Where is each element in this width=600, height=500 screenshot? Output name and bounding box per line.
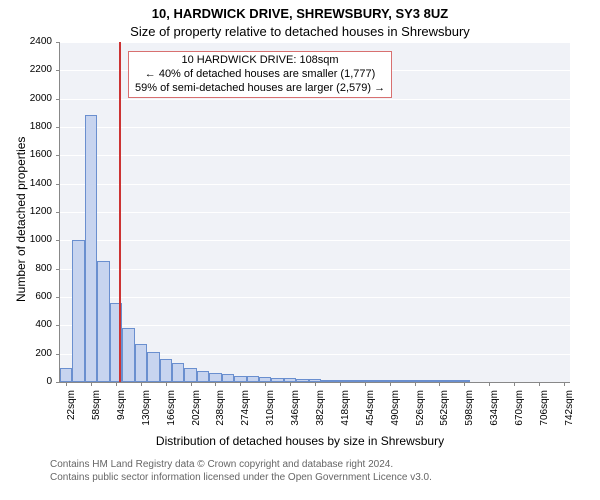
y-tick-label: 2200	[0, 64, 52, 75]
histogram-bar	[197, 371, 209, 382]
chart-subtitle: Size of property relative to detached ho…	[0, 24, 600, 39]
y-tick-label: 1800	[0, 121, 52, 132]
histogram-bar	[160, 359, 172, 382]
y-tick-label: 400	[0, 319, 52, 330]
chart-title-address: 10, HARDWICK DRIVE, SHREWSBURY, SY3 8UZ	[0, 6, 600, 21]
histogram-bar	[60, 368, 72, 382]
histogram-bar	[122, 328, 134, 382]
annotation-line-2: ← 40% of detached houses are smaller (1,…	[135, 68, 385, 82]
histogram-bar	[97, 261, 109, 382]
y-tick-label: 200	[0, 348, 52, 359]
y-tick-label: 0	[0, 376, 52, 387]
license-line-1: Contains HM Land Registry data © Crown c…	[50, 458, 432, 471]
chart-container: 10, HARDWICK DRIVE, SHREWSBURY, SY3 8UZ …	[0, 0, 600, 500]
x-axis-label: Distribution of detached houses by size …	[0, 434, 600, 448]
annotation-line-3: 59% of semi-detached houses are larger (…	[135, 82, 385, 96]
y-tick-label: 2400	[0, 36, 52, 47]
histogram-bar	[184, 368, 196, 382]
histogram-bar	[135, 344, 147, 382]
annotation-box: 10 HARDWICK DRIVE: 108sqm ← 40% of detac…	[128, 51, 392, 98]
histogram-bar	[209, 373, 221, 382]
histogram-bar	[222, 374, 234, 382]
y-tick-label: 2000	[0, 93, 52, 104]
license-text: Contains HM Land Registry data © Crown c…	[50, 458, 432, 484]
histogram-bar	[85, 115, 97, 382]
y-axis-label: Number of detached properties	[14, 137, 28, 302]
histogram-bar	[172, 363, 184, 382]
property-marker-line	[119, 42, 121, 382]
histogram-bar	[147, 352, 159, 382]
annotation-line-1: 10 HARDWICK DRIVE: 108sqm	[135, 54, 385, 68]
license-line-2: Contains public sector information licen…	[50, 471, 432, 484]
histogram-bar	[72, 240, 84, 382]
